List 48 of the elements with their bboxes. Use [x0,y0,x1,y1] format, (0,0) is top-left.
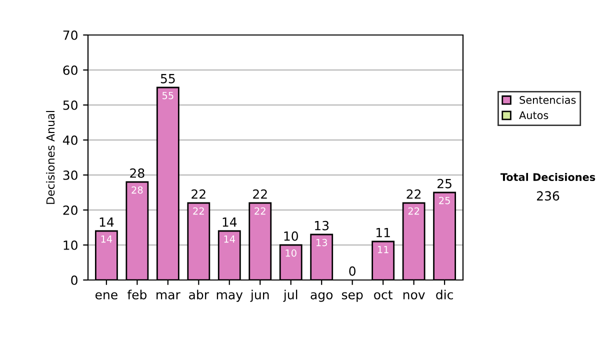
data-label: 14 [101,236,112,243]
total-label: 11 [376,228,390,238]
data-label: 22 [254,207,266,215]
total-label: 28 [130,168,144,178]
total-label: 13 [315,220,329,230]
x-tick-label: jul [283,290,298,302]
data-label: 22 [193,207,204,215]
y-tick-label: 0 [71,275,78,285]
y-tick-label: 10 [64,240,78,250]
x-tick-label: oct [374,290,392,300]
x-tick-label: jun [250,290,269,302]
data-label: 13 [316,238,328,246]
y-tick-label: 50 [63,100,78,110]
y-tick-label: 70 [63,30,78,40]
data-label: 11 [378,246,388,254]
y-tick-label: 60 [63,65,78,75]
x-tick-label: mar [156,292,180,300]
data-label: 28 [132,186,143,194]
x-tick-label: nov [403,292,425,300]
x-tick-label: ago [310,292,333,302]
total-label: 14 [222,218,237,227]
total-label: 55 [160,74,175,84]
total-label: 10 [284,231,298,241]
total-label: 25 [438,178,452,188]
data-label: 14 [224,236,236,243]
y-tick-label: 20 [63,205,78,215]
y-tick-label: 40 [62,135,78,145]
x-tick-label: sep [342,292,363,302]
legend-label: Sentencias [520,96,576,104]
y-axis-title: Decisiones Anual [46,111,55,204]
data-label: 55 [162,92,174,100]
data-label: 25 [439,196,450,204]
data-label: 10 [286,249,296,257]
legend-label: Autos [519,111,548,120]
x-tick-label: may [216,292,243,302]
text: Total Decisiones [500,172,596,182]
total-label: 22 [253,189,267,199]
total-label: 22 [192,189,206,199]
total-label: 14 [100,218,114,227]
total-label: 0 [349,266,356,276]
y-tick-label: 30 [63,170,78,180]
x-tick-label: feb [127,290,147,300]
text: 236 [536,191,560,201]
total-label: 22 [406,189,421,199]
x-tick-label: dic [436,290,453,300]
x-tick-label: abr [189,290,210,300]
data-label: 22 [408,207,420,215]
x-tick-label: ene [95,292,118,300]
